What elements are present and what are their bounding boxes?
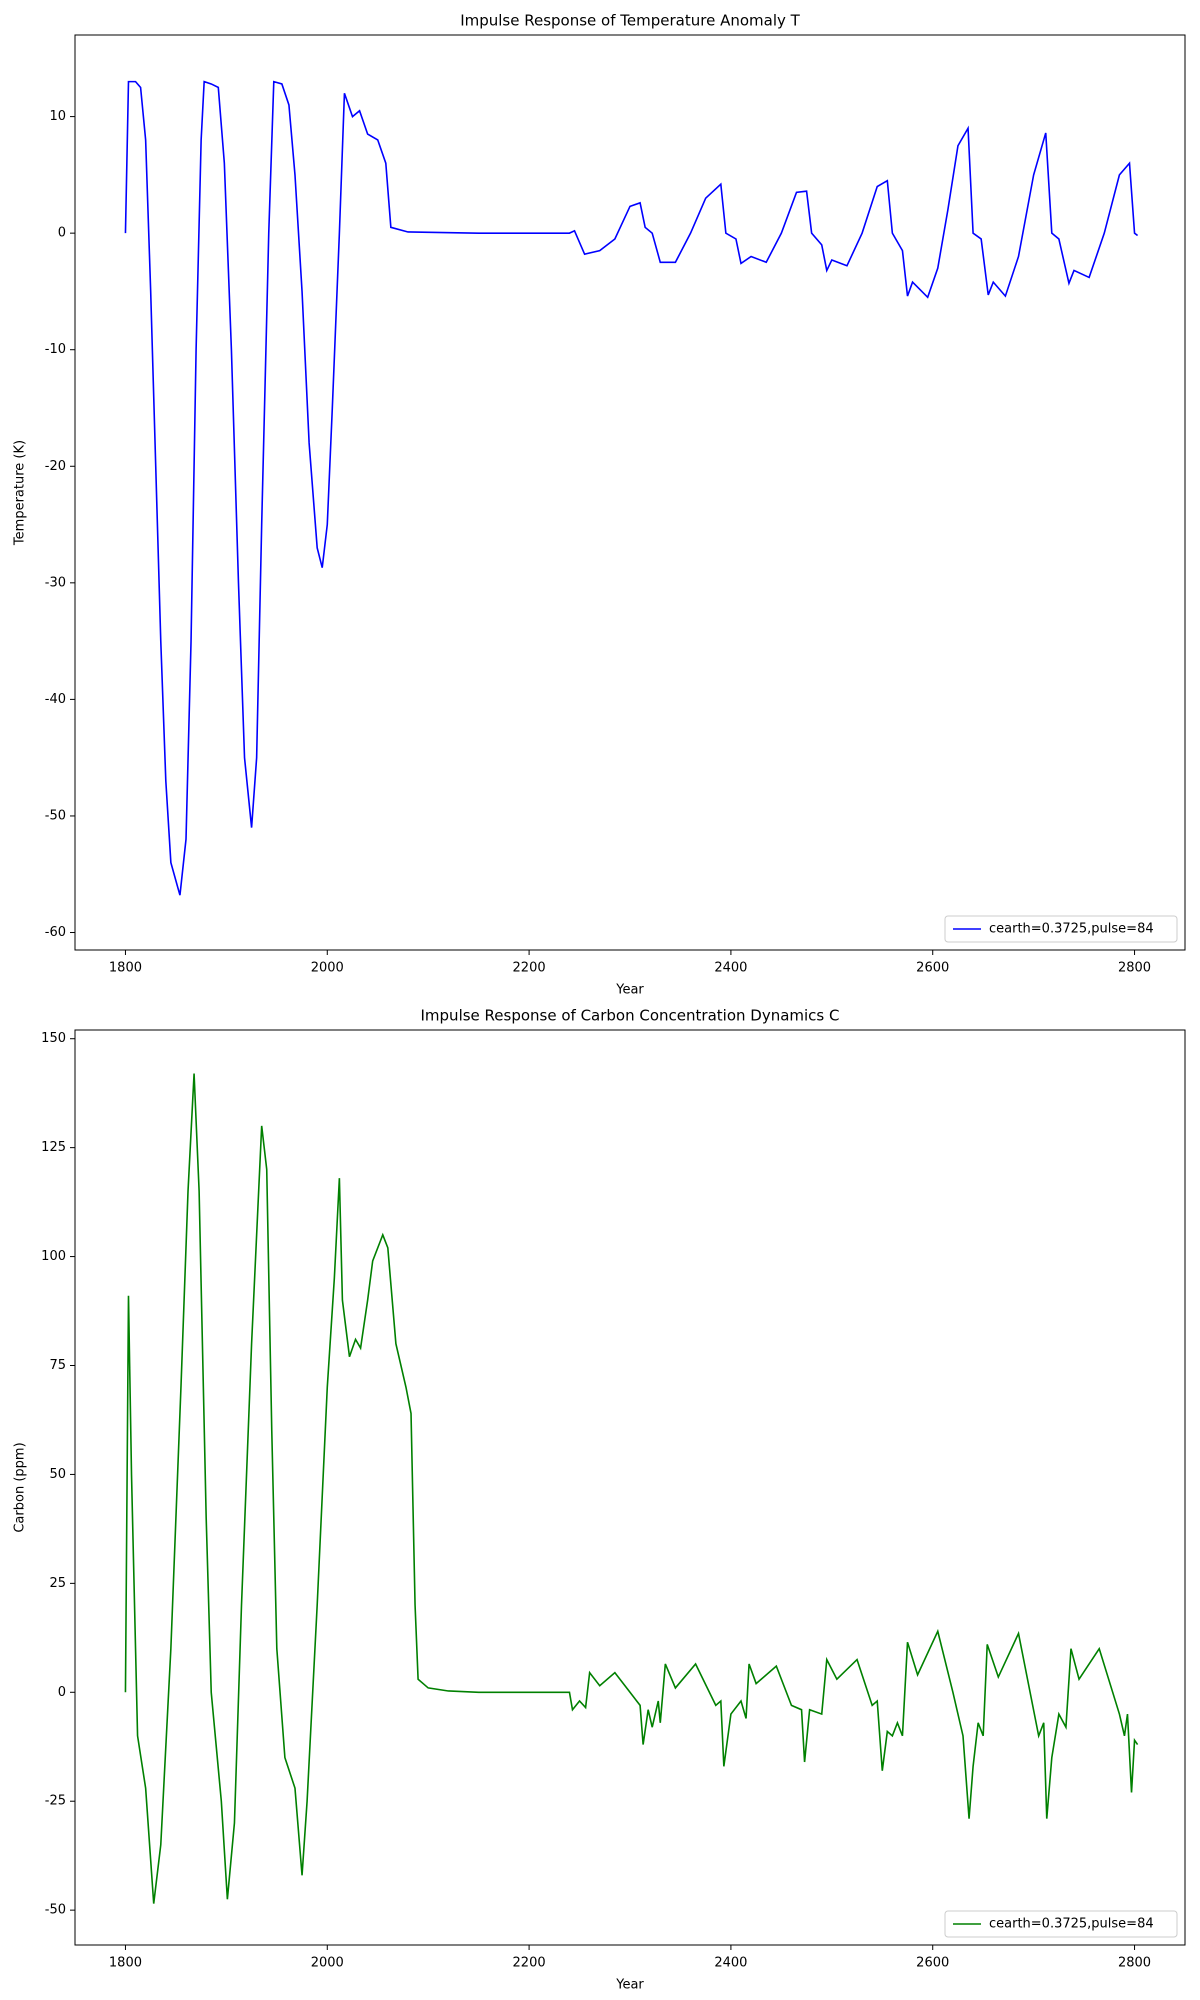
y-tick-label: 75: [49, 1358, 66, 1373]
y-axis-label: Temperature (K): [13, 440, 28, 546]
y-tick-label: 0: [58, 1685, 66, 1700]
legend: cearth=0.3725,pulse=84: [944, 915, 1178, 943]
plot-frame: [74, 1029, 1186, 1946]
data-line: [124, 80, 1139, 896]
x-tick-label: 2600: [916, 961, 949, 976]
y-tick-label: 100: [41, 1249, 66, 1264]
legend-label: cearth=0.3725,pulse=84: [989, 922, 1154, 937]
y-tick-label: 10: [49, 109, 66, 124]
data-line: [124, 1073, 1139, 1904]
chart-title: Impulse Response of Temperature Anomaly …: [460, 12, 800, 30]
y-tick-label: 50: [49, 1467, 66, 1482]
legend-box: [944, 1910, 1178, 1938]
x-tick-label: 1800: [109, 1956, 142, 1971]
y-tick-label: -20: [45, 459, 66, 474]
x-tick-label: 2400: [714, 961, 747, 976]
x-axis-label: Year: [615, 1978, 644, 1993]
plot-frame: [74, 34, 1186, 951]
x-tick-label: 2200: [513, 1956, 546, 1971]
y-tick-label: -30: [45, 575, 66, 590]
y-tick-label: 150: [41, 1031, 66, 1046]
legend: cearth=0.3725,pulse=84: [944, 1910, 1178, 1938]
x-tick-label: 2400: [714, 1956, 747, 1971]
y-tick-label: 125: [41, 1140, 66, 1155]
x-tick-label: 2800: [1118, 1956, 1151, 1971]
y-axis-label: Carbon (ppm): [13, 1442, 28, 1532]
x-tick-label: 2600: [916, 1956, 949, 1971]
x-tick-label: 1800: [109, 961, 142, 976]
y-tick-label: -50: [45, 1903, 66, 1918]
y-tick-label: 25: [49, 1576, 66, 1591]
x-tick-label: 2200: [513, 961, 546, 976]
x-tick-label: 2000: [311, 1956, 344, 1971]
y-tick-label: 0: [58, 226, 66, 241]
x-axis-label: Year: [615, 983, 644, 998]
y-tick-label: -10: [45, 342, 66, 357]
legend-box: [944, 915, 1178, 943]
y-tick-label: -40: [45, 692, 66, 707]
legend-label: cearth=0.3725,pulse=84: [989, 1917, 1154, 1932]
x-tick-label: 2000: [311, 961, 344, 976]
y-tick-label: -25: [45, 1794, 66, 1809]
x-tick-label: 2800: [1118, 961, 1151, 976]
chart-title: Impulse Response of Carbon Concentration…: [421, 1007, 840, 1025]
y-tick-label: -50: [45, 808, 66, 823]
y-tick-label: -60: [45, 925, 66, 940]
